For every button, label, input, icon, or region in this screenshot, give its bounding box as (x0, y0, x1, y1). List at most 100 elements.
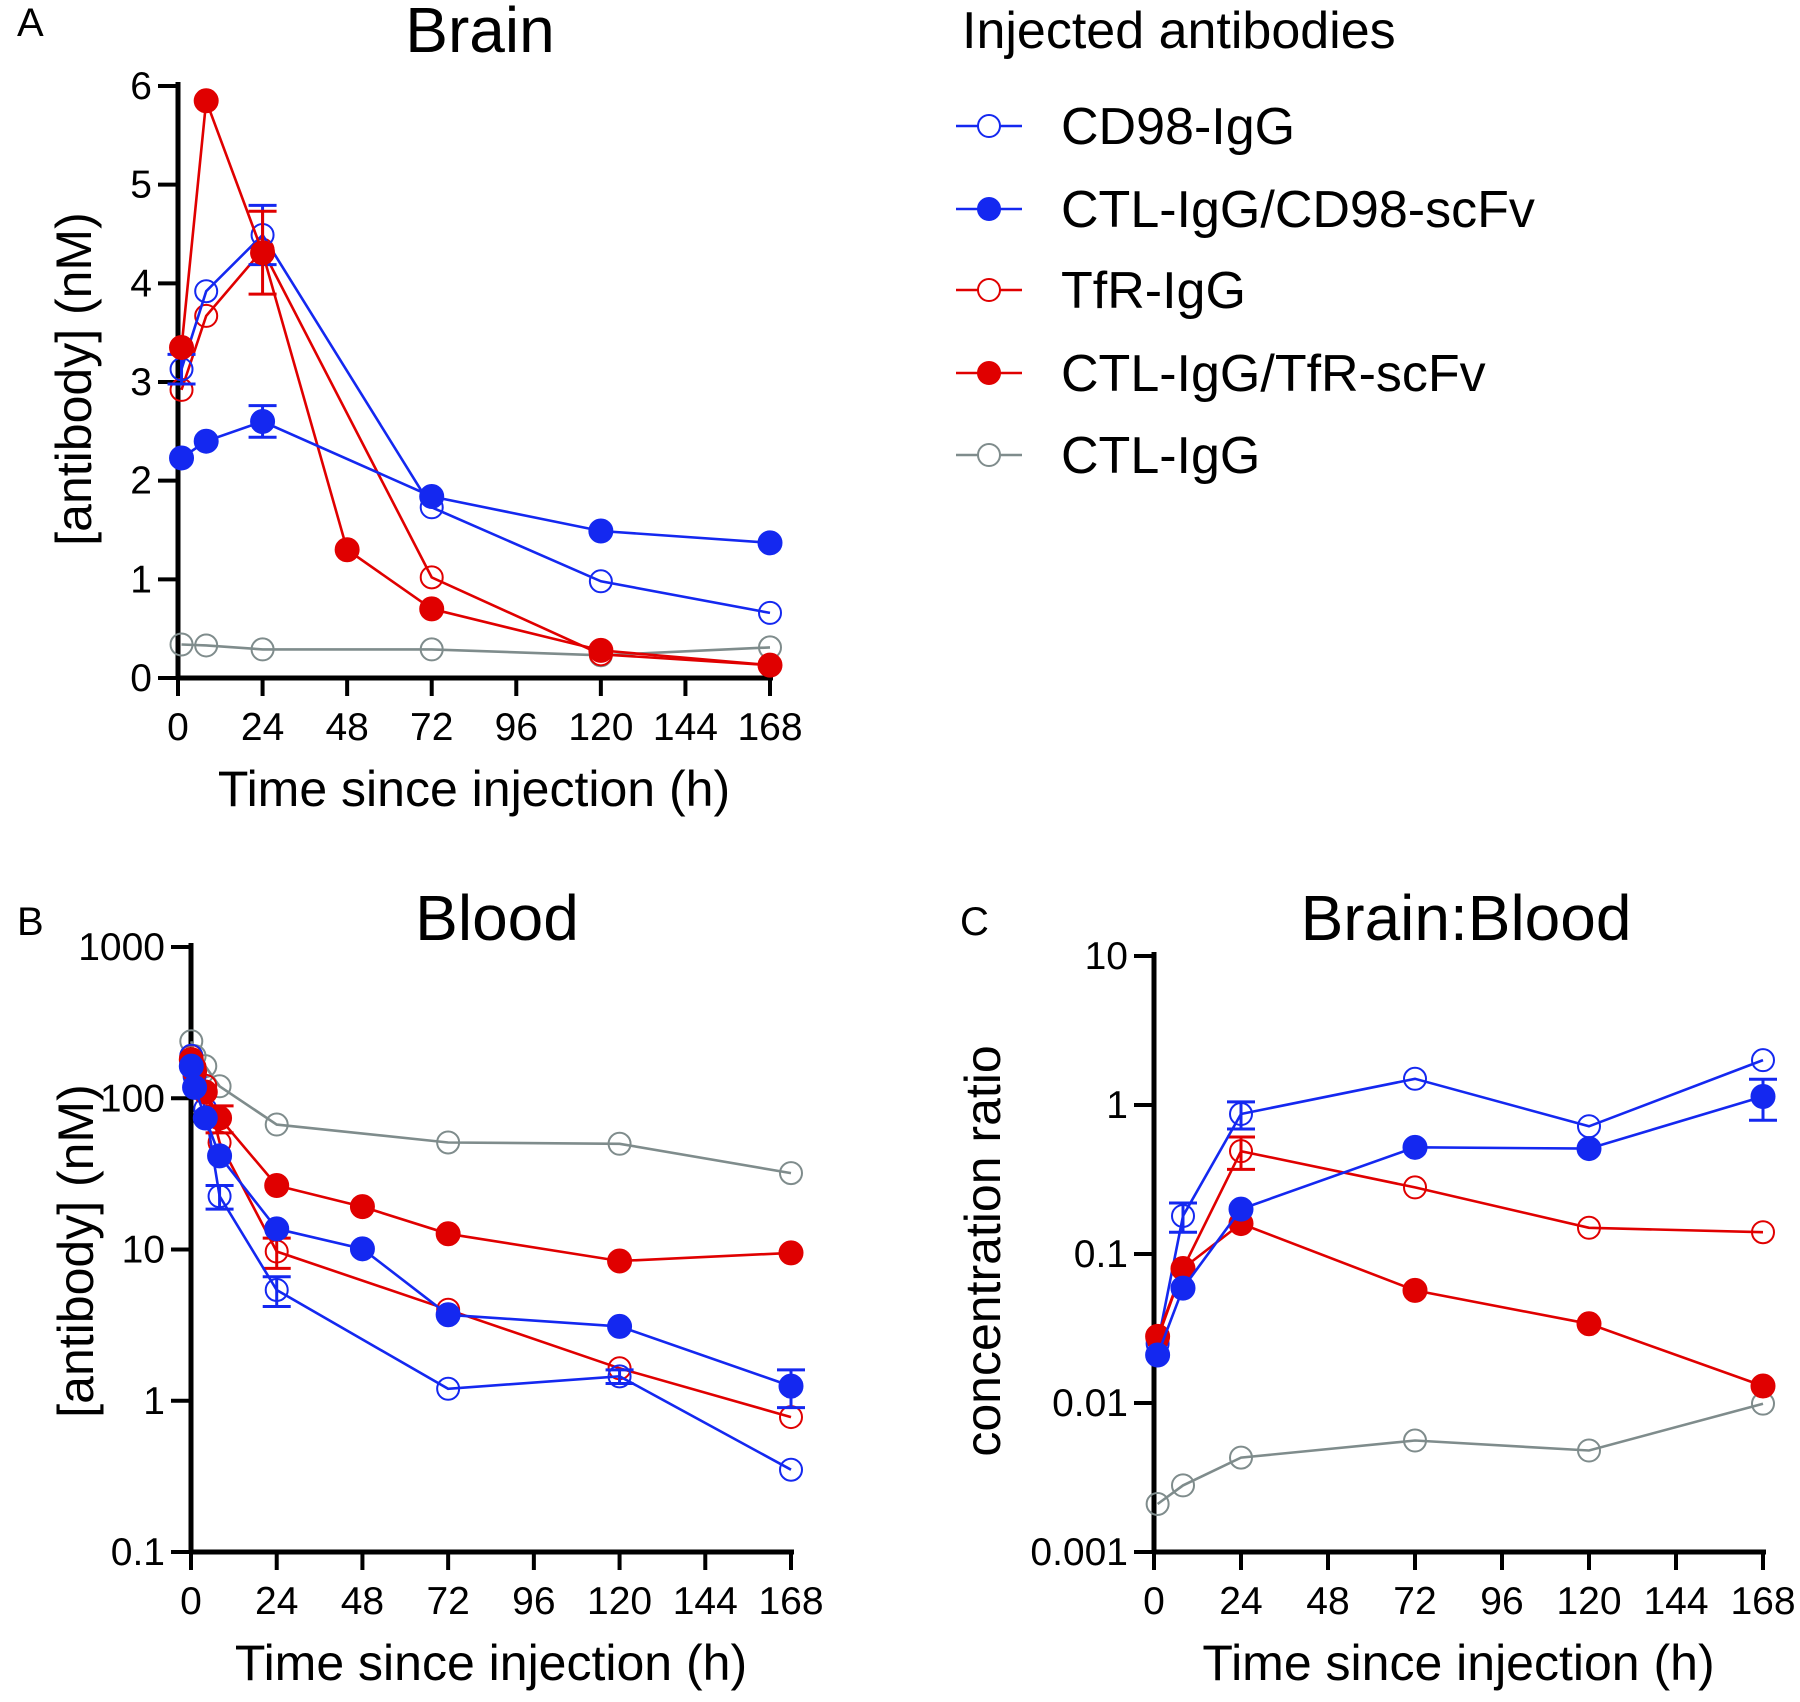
x-tick-label: 120 (587, 1580, 652, 1623)
panel-label: C (960, 900, 989, 944)
data-point (334, 537, 360, 563)
data-point (178, 1053, 204, 1079)
x-tick-label: 144 (673, 1580, 738, 1623)
data-point (1576, 1136, 1602, 1162)
data-point (1229, 1445, 1253, 1470)
series-cd98-igg (1145, 1048, 1775, 1356)
data-point (193, 88, 219, 114)
data-point (436, 1376, 461, 1401)
panel-label: A (17, 1, 44, 45)
series-tfr-igg (169, 237, 782, 678)
data-point (349, 1194, 375, 1220)
series-ctl-igg (169, 632, 782, 668)
x-tick-label: 72 (1393, 1580, 1436, 1623)
series-tfr-igg (1145, 1135, 1775, 1351)
series-line (190, 1055, 792, 1471)
legend-entry: CD98-IgG (956, 98, 1295, 156)
y-tick-label: 2 (130, 460, 152, 503)
data-point (182, 1074, 208, 1100)
panel-a: A Brain 0 24 48 72 96 120 144 168 0 1 2 3 4 5 6 Time sinc… (17, 0, 803, 817)
legend-label: CD98-IgG (1061, 98, 1295, 156)
data-point (1402, 1277, 1428, 1303)
x-axis-title: Time since injection (h) (235, 1635, 747, 1691)
legend-marker (977, 197, 1001, 221)
y-tick-label: 1000 (78, 926, 165, 969)
data-point (1145, 1491, 1170, 1516)
data-point (419, 596, 445, 622)
data-point (1403, 1175, 1427, 1200)
y-tick-label: 0 (130, 657, 152, 700)
data-point (250, 637, 275, 662)
chart-title: Brain:Blood (1301, 882, 1632, 954)
y-tick-label: 3 (130, 361, 152, 404)
data-point (194, 633, 219, 658)
data-point (264, 1172, 290, 1198)
data-point (607, 1248, 633, 1274)
data-point (778, 1373, 804, 1399)
data-point (207, 1184, 232, 1209)
x-tick-label: 48 (1306, 1580, 1349, 1623)
data-point (1576, 1311, 1602, 1337)
data-point (1403, 1428, 1427, 1453)
x-axis-title: Time since injection (h) (1202, 1635, 1714, 1691)
data-point (588, 569, 613, 594)
data-point (169, 334, 195, 360)
panel-label: B (17, 900, 44, 944)
y-tick-label: 0.1 (111, 1531, 165, 1574)
data-point (758, 600, 782, 625)
panel-b: B Blood 0 24 48 72 96 120 144 168 0.1 1 10 100 1000 Tim… (17, 882, 824, 1691)
legend-marker (977, 443, 1001, 467)
legend-title: Injected antibodies (962, 2, 1396, 60)
x-tick-label: 0 (167, 706, 189, 749)
y-tick-label: 10 (122, 1229, 165, 1272)
data-point (1751, 1220, 1775, 1245)
data-point (419, 565, 444, 590)
x-tick-label: 144 (1643, 1580, 1708, 1623)
legend-label: CTL-IgG (1061, 427, 1260, 485)
series-line (1156, 1222, 1764, 1388)
data-point (1750, 1373, 1776, 1399)
series-ctl-igg-cd98-scfv (178, 1053, 805, 1410)
x-tick-label: 96 (512, 1580, 555, 1623)
data-point (779, 1457, 803, 1482)
data-point (207, 1143, 233, 1169)
data-point (607, 1131, 632, 1156)
legend-entry: TfR-IgG (956, 262, 1246, 320)
data-point (1577, 1438, 1601, 1463)
series-line (180, 420, 771, 545)
y-tick-label: 4 (130, 262, 152, 305)
data-point (1170, 1275, 1196, 1301)
data-point (757, 530, 783, 556)
data-point (1751, 1048, 1775, 1073)
x-tick-label: 48 (325, 706, 368, 749)
data-point (264, 1277, 289, 1302)
data-point (607, 1313, 633, 1339)
data-point (169, 445, 195, 471)
data-point (1145, 1342, 1171, 1368)
data-point (588, 637, 614, 663)
legend-marker (977, 361, 1001, 385)
y-tick-label: 100 (100, 1077, 165, 1120)
data-point (1402, 1134, 1428, 1160)
panel-c: C Brain:Blood 0 24 48 72 96 120 144 168 0.001 0.01 0… (955, 882, 1796, 1691)
legend-label: CTL-IgG/TfR-scFv (1061, 345, 1486, 403)
data-point (1171, 1203, 1195, 1228)
series-line (1156, 1149, 1764, 1340)
data-point (169, 632, 194, 657)
series-line (180, 100, 771, 667)
series-line (180, 232, 771, 615)
x-tick-label: 168 (737, 706, 802, 749)
legend-entry: CTL-IgG (956, 427, 1260, 485)
data-point (1228, 1196, 1254, 1222)
x-tick-label: 24 (1219, 1580, 1262, 1623)
data-point (778, 1240, 804, 1266)
data-point (349, 1236, 375, 1262)
data-point (192, 1105, 218, 1131)
legend: Injected antibodies CD98-IgG CTL-IgG/CD98… (956, 2, 1535, 485)
data-point (779, 1161, 803, 1186)
data-point (757, 652, 783, 678)
series-line (181, 643, 771, 657)
y-tick-label: 0.001 (1030, 1531, 1128, 1574)
data-point (250, 408, 276, 434)
